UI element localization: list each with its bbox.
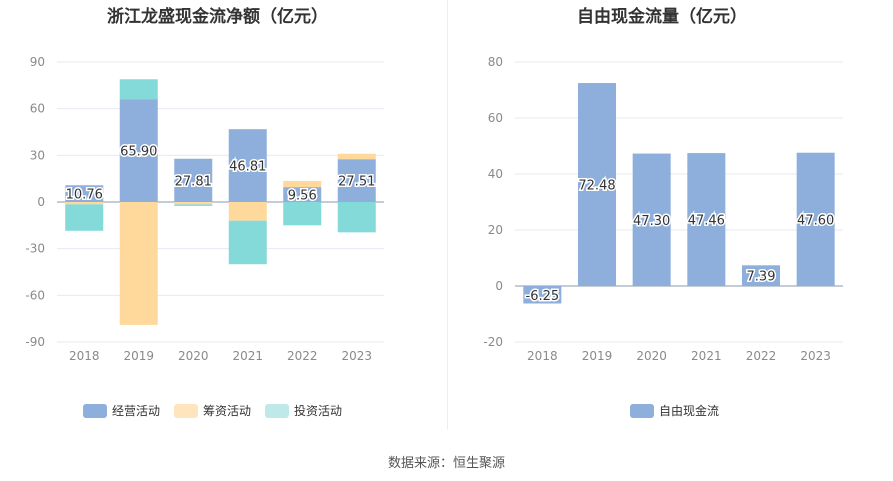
legend-label-financing: 筹资活动 xyxy=(203,404,252,418)
right-chart-bar xyxy=(742,265,780,286)
left-chart-data-label: 65.90 xyxy=(120,145,157,160)
right-chart-bar xyxy=(796,152,835,286)
legend-swatch-financing xyxy=(174,403,199,418)
left-chart-title: 浙江龙盛现金流净额（亿元） xyxy=(107,7,328,27)
left-chart-y-tick-label: -90 xyxy=(25,335,45,349)
right-chart-y-tick-label: 20 xyxy=(488,223,503,237)
left-chart-bar xyxy=(65,204,104,231)
legend-item-financing[interactable]: 筹资活动 xyxy=(174,402,251,419)
left-chart-bar xyxy=(119,99,158,202)
left-chart-y-tick-label: 90 xyxy=(30,55,45,69)
right-chart-y-tick-label: 40 xyxy=(488,167,503,181)
left-chart-bar xyxy=(337,153,376,160)
legend-swatch-operating xyxy=(83,403,107,418)
left-chart-data-label: 27.81 xyxy=(175,174,212,189)
right-chart-data-label: 47.60 xyxy=(797,213,834,228)
left-chart-x-tick-label: 2021 xyxy=(232,349,263,363)
left-chart-bar xyxy=(174,158,213,202)
legend-item-investing[interactable]: 投资活动 xyxy=(265,402,342,419)
right-chart-x-tick-label: 2018 xyxy=(527,349,558,363)
left-chart-legend: 经营活动 筹资活动 投资活动 xyxy=(83,402,342,419)
left-chart-bar xyxy=(283,180,322,188)
left-chart-bar xyxy=(337,159,376,202)
left-chart-y-tick-label: 60 xyxy=(30,102,45,116)
right-chart-title: 自由现金流量（亿元） xyxy=(577,7,747,27)
right-chart-bar xyxy=(578,83,616,286)
right-chart-bar xyxy=(687,153,726,286)
right-chart-data-label: 72.48 xyxy=(578,179,615,194)
left-chart-data-label: 9.56 xyxy=(288,189,317,204)
left-chart-bar xyxy=(283,202,322,226)
right-chart-data-label: -6.25 xyxy=(526,289,560,304)
left-chart-x-tick-label: 2018 xyxy=(69,349,100,363)
left-chart-y-tick-label: -30 xyxy=(25,242,45,256)
right-chart-y-tick-label: 80 xyxy=(488,55,503,69)
left-chart-x-tick-label: 2020 xyxy=(178,349,209,363)
data-source: 数据来源：恒生聚源 xyxy=(387,456,505,471)
right-chart-x-tick-label: 2020 xyxy=(636,349,667,363)
right-chart-x-tick-label: 2022 xyxy=(746,349,777,363)
right-chart-x-tick-label: 2023 xyxy=(800,349,831,363)
right-chart-x-tick-label: 2021 xyxy=(691,349,722,363)
left-chart-data-label: 27.51 xyxy=(338,175,375,190)
left-chart-bar xyxy=(119,202,158,325)
right-chart-legend: 自由现金流 xyxy=(630,402,719,419)
legend-swatch-free-cash-flow xyxy=(630,403,654,418)
legend-swatch-investing xyxy=(265,403,290,418)
left-chart-bar xyxy=(65,202,104,205)
right-chart-y-tick-label: 0 xyxy=(495,279,503,293)
legend-label-free-cash-flow: 自由现金流 xyxy=(659,404,720,418)
left-chart-bar xyxy=(174,202,213,205)
right-chart-x-tick-label: 2019 xyxy=(582,349,613,363)
left-chart-data-label: 10.76 xyxy=(66,188,103,203)
right-chart-data-label: 47.46 xyxy=(688,214,725,229)
right-chart-data-label: 7.39 xyxy=(747,270,776,285)
left-chart-bar xyxy=(337,202,376,233)
left-chart-bar xyxy=(228,220,267,265)
left-chart-bar xyxy=(228,202,267,221)
legend-item-free-cash-flow[interactable]: 自由现金流 xyxy=(630,402,719,419)
right-chart-bar xyxy=(523,286,562,304)
left-chart-bar xyxy=(283,187,322,202)
right-chart-y-tick-label: 60 xyxy=(488,111,503,125)
left-chart-bar xyxy=(174,204,213,206)
left-chart-data-label: 46.81 xyxy=(229,160,266,175)
legend-item-operating[interactable]: 经营活动 xyxy=(83,402,160,419)
left-chart-x-tick-label: 2023 xyxy=(341,349,372,363)
left-chart-y-tick-label: 0 xyxy=(37,195,45,209)
left-chart-x-tick-label: 2022 xyxy=(287,349,318,363)
left-chart-bar xyxy=(65,185,104,202)
left-chart-bar xyxy=(119,79,158,100)
left-chart-y-tick-label: 30 xyxy=(30,148,45,162)
left-chart-bar xyxy=(228,129,267,202)
right-chart-bar xyxy=(632,153,671,286)
legend-label-operating: 经营活动 xyxy=(112,404,161,418)
legend-label-investing: 投资活动 xyxy=(294,404,343,418)
left-chart-y-tick-label: -60 xyxy=(25,288,45,302)
right-chart-data-label: 47.30 xyxy=(633,214,670,229)
left-chart-x-tick-label: 2019 xyxy=(123,349,154,363)
chart-divider xyxy=(447,0,448,430)
right-chart-y-tick-label: -20 xyxy=(483,335,503,349)
